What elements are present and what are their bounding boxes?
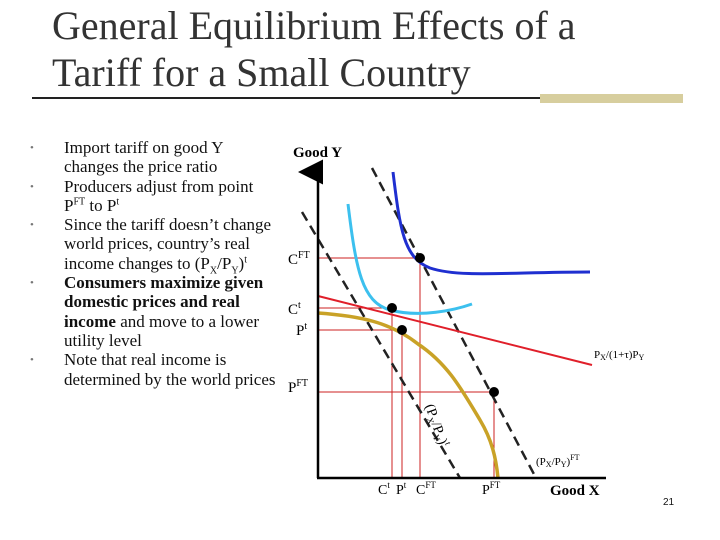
title-underline [32,97,680,99]
page-number: 21 [663,497,675,508]
y-axis-label: Good Y [293,145,342,161]
domestic-price-label: PX/(1+τ)PY [594,349,645,362]
label-pft-y: PFT [288,378,308,396]
bullet-list: Import tariff on good Y changes the pric… [26,138,276,389]
bullet-item: Consumers maximize given domestic prices… [26,273,276,350]
bullet-item: Note that real income is determined by t… [26,350,276,389]
label-cft-x: CFT [416,480,436,498]
indifference-curve-high [391,171,591,276]
label-pft-x: PFT [482,480,501,498]
guide-lines [318,257,495,478]
tariff-price-line [300,211,462,479]
label-cft-y: CFT [288,250,310,268]
label-pt-x: Pt [396,480,407,498]
bullet-item: Since the tariff doesn’t change world pr… [26,215,276,275]
label-pt-y: Pt [296,321,307,339]
indifference-curve-low [346,203,473,315]
world-price-line [370,167,538,479]
point-ct [387,303,397,313]
title-line-1: General Equilibrium Effects of a [52,3,576,48]
label-ct-y: Ct [288,300,301,318]
point-pft [489,387,499,397]
x-axis-label: Good X [550,483,600,499]
point-pt [397,325,407,335]
tariff-price-label: (PX/PY)t [420,401,453,450]
label-ct-x: Ct [378,480,390,498]
domestic-price-line [317,295,593,366]
point-cft [415,253,425,263]
bullet-item: Import tariff on good Y changes the pric… [26,138,276,177]
title-line-2: Tariff for a Small Country [52,50,471,95]
production-possibility-frontier [317,311,500,479]
world-price-label: (PX/PY)FT [536,453,580,469]
slide-title: General Equilibrium Effects of a Tariff … [52,2,652,96]
bullet-item: Producers adjust from point PFT to Pt [26,177,276,216]
title-accent-bar [540,94,683,103]
